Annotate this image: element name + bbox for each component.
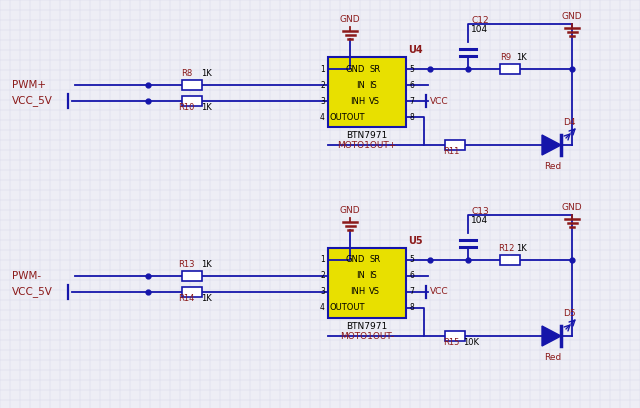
Text: 10K: 10K — [463, 338, 479, 347]
Text: IS: IS — [369, 271, 377, 281]
Text: OUTOUT: OUTOUT — [330, 304, 365, 313]
Text: Red: Red — [545, 353, 562, 362]
Text: R14: R14 — [178, 294, 194, 303]
Text: IS: IS — [369, 80, 377, 89]
Text: GND: GND — [346, 64, 365, 73]
Text: 104: 104 — [471, 216, 488, 225]
Bar — [445, 140, 465, 150]
Text: 1: 1 — [320, 255, 325, 264]
Bar — [182, 80, 202, 90]
Text: VCC: VCC — [430, 97, 449, 106]
Text: R8: R8 — [181, 69, 193, 78]
Text: 6: 6 — [409, 80, 414, 89]
Text: PWM+: PWM+ — [12, 80, 46, 90]
Text: C12: C12 — [471, 16, 488, 25]
Text: U4: U4 — [408, 45, 422, 55]
Text: VS: VS — [369, 288, 380, 297]
Bar — [328, 248, 406, 318]
Bar — [328, 57, 406, 127]
Text: 4: 4 — [320, 304, 325, 313]
Text: U5: U5 — [408, 236, 422, 246]
Text: BTN7971: BTN7971 — [346, 322, 388, 331]
Text: R12: R12 — [498, 244, 514, 253]
Text: 8: 8 — [409, 113, 413, 122]
Text: D5: D5 — [563, 309, 575, 318]
Text: R13: R13 — [178, 260, 195, 269]
Text: 1K: 1K — [516, 244, 527, 253]
Text: 1: 1 — [320, 64, 325, 73]
Text: PWM-: PWM- — [12, 271, 41, 281]
Text: 1K: 1K — [201, 103, 212, 112]
Text: 3: 3 — [320, 288, 325, 297]
Text: 2: 2 — [320, 271, 325, 281]
Text: INH: INH — [349, 288, 365, 297]
Text: GND: GND — [346, 255, 365, 264]
Text: GND: GND — [340, 206, 360, 215]
Text: VS: VS — [369, 97, 380, 106]
Text: R10: R10 — [178, 103, 194, 112]
Bar — [500, 64, 520, 74]
Text: BTN7971: BTN7971 — [346, 131, 388, 140]
Text: VCC: VCC — [430, 288, 449, 297]
Text: GND: GND — [562, 12, 582, 21]
Text: R9: R9 — [500, 53, 511, 62]
Polygon shape — [542, 326, 561, 346]
Bar — [182, 271, 202, 281]
Text: 5: 5 — [409, 255, 414, 264]
Text: MOTO1OUT+: MOTO1OUT+ — [337, 141, 397, 150]
Text: VCC_5V: VCC_5V — [12, 95, 53, 106]
Text: 4: 4 — [320, 113, 325, 122]
Text: 5: 5 — [409, 64, 414, 73]
Text: SR: SR — [369, 64, 380, 73]
Text: 1K: 1K — [201, 294, 212, 303]
Text: 1K: 1K — [516, 53, 527, 62]
Text: D4: D4 — [563, 118, 575, 127]
Text: 2: 2 — [320, 80, 325, 89]
Text: 8: 8 — [409, 304, 413, 313]
Text: INH: INH — [349, 97, 365, 106]
Bar — [445, 331, 465, 341]
Text: 3: 3 — [320, 97, 325, 106]
Text: SR: SR — [369, 255, 380, 264]
Text: R11: R11 — [443, 147, 459, 156]
Text: GND: GND — [340, 15, 360, 24]
Polygon shape — [542, 135, 561, 155]
Bar — [182, 96, 202, 106]
Bar — [500, 255, 520, 265]
Text: Red: Red — [545, 162, 562, 171]
Text: 7: 7 — [409, 97, 414, 106]
Text: IN: IN — [356, 80, 365, 89]
Text: 1K: 1K — [201, 69, 212, 78]
Bar — [182, 287, 202, 297]
Text: R15: R15 — [443, 338, 459, 347]
Text: 104: 104 — [471, 25, 488, 34]
Text: 6: 6 — [409, 271, 414, 281]
Text: C13: C13 — [471, 207, 489, 216]
Text: VCC_5V: VCC_5V — [12, 286, 53, 297]
Text: OUTOUT: OUTOUT — [330, 113, 365, 122]
Text: 7: 7 — [409, 288, 414, 297]
Text: 1K: 1K — [201, 260, 212, 269]
Text: MOTO1OUT-: MOTO1OUT- — [340, 332, 394, 341]
Text: IN: IN — [356, 271, 365, 281]
Text: GND: GND — [562, 203, 582, 212]
